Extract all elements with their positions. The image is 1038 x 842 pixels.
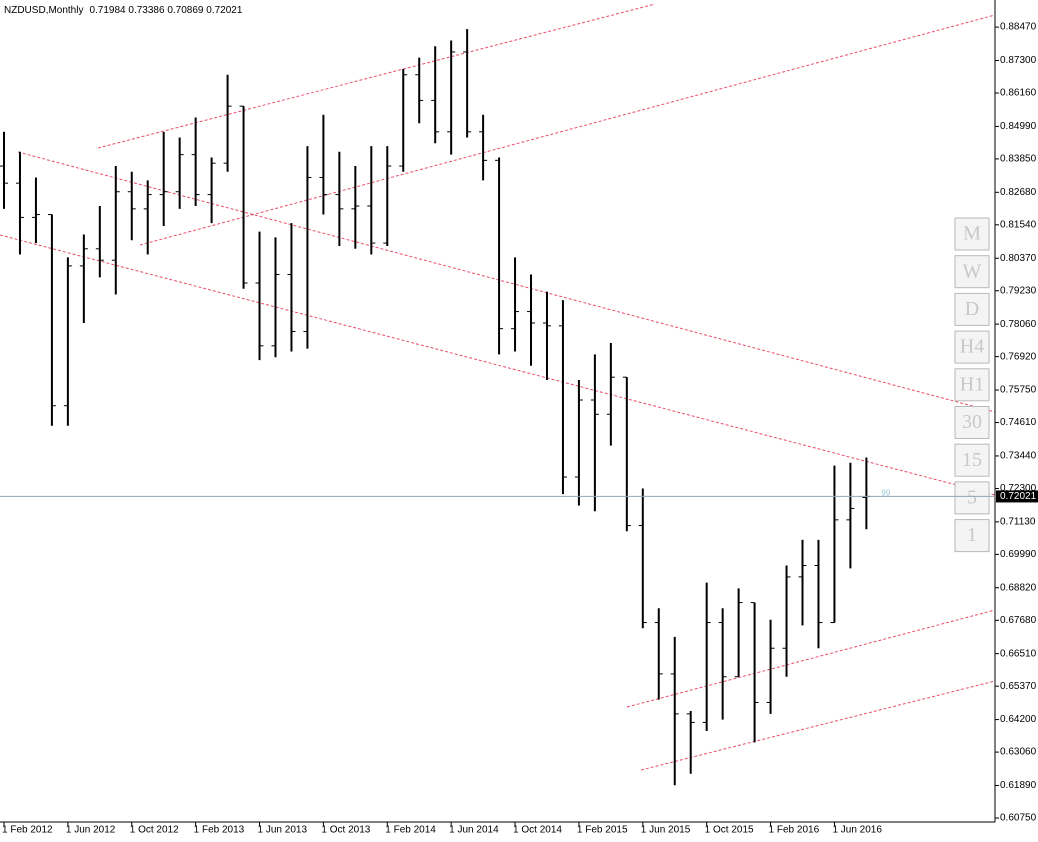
button-frame: [954, 481, 990, 515]
y-tick-label: 0.87300: [1000, 55, 1037, 66]
trendline: [0, 234, 996, 496]
timeframe-button[interactable]: 15: [954, 443, 990, 477]
button-frame: [954, 217, 990, 251]
trendlines: [0, 3, 996, 771]
button-frame: [954, 519, 990, 553]
x-tick-label: 1 Jun 2012: [66, 825, 116, 836]
button-frame: [954, 368, 990, 402]
button-frame: [954, 406, 990, 439]
y-tick-label: 0.81540: [1000, 219, 1037, 230]
symbol-title: NZDUSD,Monthly 0.71984 0.73386 0.70869 0.…: [4, 5, 243, 16]
y-tick-label: 0.64200: [1000, 714, 1037, 725]
y-tick-label: 0.86160: [1000, 88, 1037, 99]
x-tick-label: 1 Oct 2015: [705, 825, 754, 836]
timeframe-button[interactable]: 30: [954, 406, 990, 439]
button-frame: [954, 255, 990, 289]
button-frame: [954, 443, 990, 477]
button-label: M: [963, 223, 981, 245]
button-label: H4: [960, 336, 984, 358]
y-tick-label: 0.73440: [1000, 451, 1037, 462]
trendline: [97, 3, 656, 149]
timeframe-button[interactable]: D: [954, 292, 990, 326]
x-tick-label: 1 Jun 2014: [449, 825, 499, 836]
timeframe-button[interactable]: H1: [954, 368, 990, 402]
button-label: D: [965, 298, 979, 320]
y-tick-label: 0.76920: [1000, 351, 1037, 362]
x-tick-label: 1 Jun 2013: [258, 825, 308, 836]
y-tick-label: 0.80370: [1000, 253, 1037, 264]
timeframe-button[interactable]: 5: [954, 481, 990, 515]
y-tick-label: 0.72300: [1000, 483, 1037, 494]
x-tick-label: 1 Jun 2015: [641, 825, 691, 836]
ohlc-values: 0.71984 0.73386 0.70869 0.72021: [89, 5, 242, 16]
y-tick-label: 0.68820: [1000, 582, 1037, 593]
button-frame: [954, 292, 990, 326]
y-tick-label: 0.82680: [1000, 187, 1037, 198]
y-tick-label: 0.83850: [1000, 154, 1037, 165]
y-tick-label: 0.84990: [1000, 121, 1037, 132]
y-tick-label: 0.63060: [1000, 747, 1037, 758]
button-label: 1: [967, 524, 977, 546]
y-tick-label: 0.75750: [1000, 385, 1037, 396]
y-tick-label: 0.61890: [1000, 780, 1037, 791]
y-tick-label: 0.66510: [1000, 648, 1037, 659]
x-tick-label: 1 Feb 2015: [577, 825, 628, 836]
current-price-box: [996, 490, 1038, 503]
timeframe-button[interactable]: 1: [954, 519, 990, 553]
y-tick-label: 0.79230: [1000, 285, 1037, 296]
y-tick-label: 0.69990: [1000, 549, 1037, 560]
y-tick-label: 0.71130: [1000, 516, 1036, 527]
button-label: 15: [962, 449, 982, 471]
button-label: 30: [962, 411, 982, 433]
button-label: W: [963, 260, 982, 282]
y-tick-label: 0.65370: [1000, 681, 1037, 692]
y-tick-label: 0.78060: [1000, 319, 1037, 330]
marker-label: 99: [881, 489, 890, 498]
x-tick-label: 1 Feb 2016: [769, 825, 820, 836]
timeframe-button[interactable]: M: [954, 217, 990, 251]
x-tick-label: 1 Feb 2014: [385, 825, 436, 836]
y-tick-label: 0.74610: [1000, 417, 1037, 428]
button-label: 5: [967, 486, 977, 508]
timeframe-buttons: MWD H4 H1 30 15 5 1: [954, 217, 990, 553]
button-frame: [954, 330, 990, 364]
x-tick-label: 1 Feb 2013: [194, 825, 245, 836]
x-tick-label: 1 Jun 2016: [832, 825, 882, 836]
y-tick-label: 0.60750: [1000, 813, 1037, 824]
x-tick-label: 1 Feb 2012: [2, 825, 53, 836]
timeframe-button[interactable]: W: [954, 255, 990, 289]
x-tick-label: 1 Oct 2013: [321, 825, 370, 836]
x-tick-label: 1 Oct 2012: [130, 825, 179, 836]
current-price-label: 0.72021: [1000, 491, 1037, 502]
y-tick-label: 0.67680: [1000, 615, 1037, 626]
y-tick-label: 0.88470: [1000, 22, 1037, 33]
button-label: H1: [960, 373, 984, 395]
trendline: [17, 151, 996, 413]
trendline: [139, 14, 996, 246]
trendline: [640, 680, 996, 771]
symbol: NZDUSD,Monthly: [4, 5, 83, 16]
x-tick-label: 1 Oct 2014: [513, 825, 562, 836]
trendline: [626, 609, 996, 708]
timeframe-button[interactable]: H4: [954, 330, 990, 364]
